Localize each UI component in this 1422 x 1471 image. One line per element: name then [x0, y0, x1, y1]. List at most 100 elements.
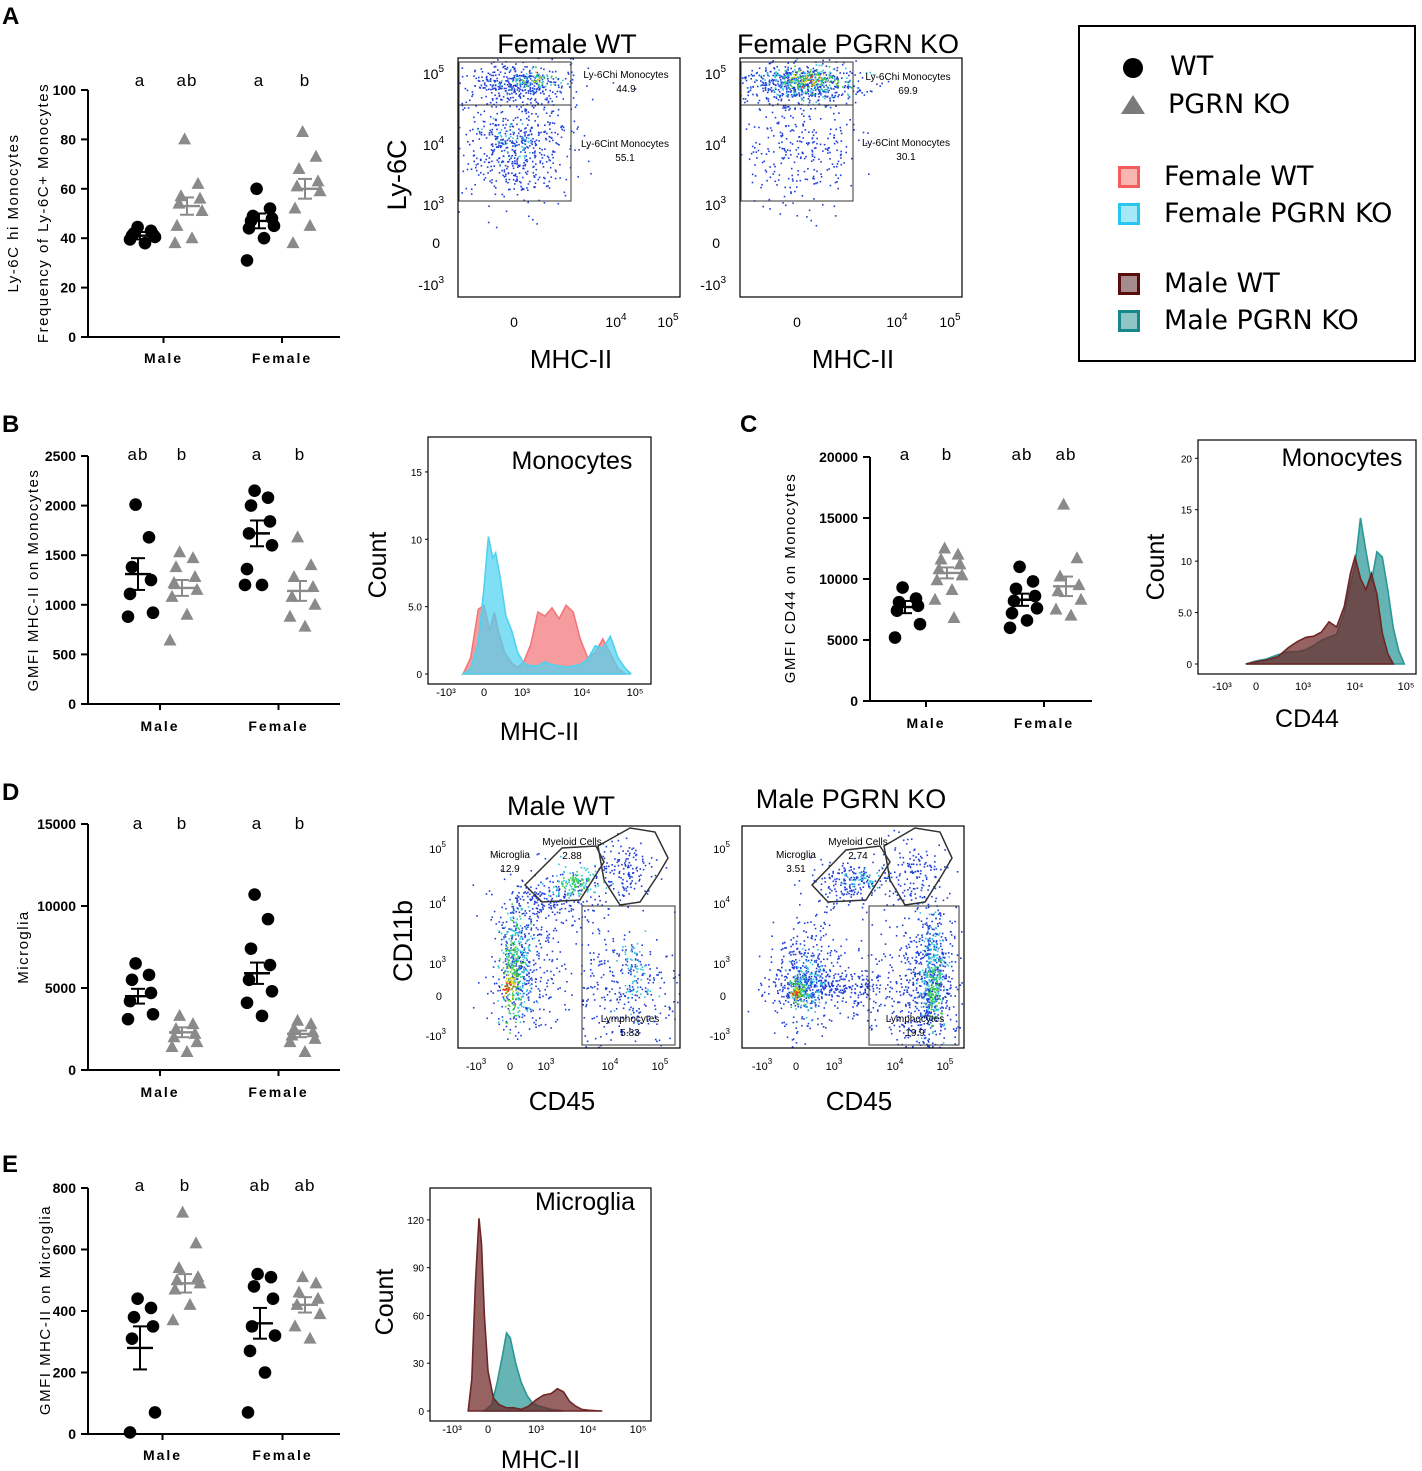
event-dot [785, 154, 787, 156]
event-dot [473, 160, 475, 163]
event-dot [785, 969, 787, 972]
y-tick-label: 600 [53, 1242, 77, 1258]
event-dot [504, 1005, 507, 1008]
event-dot [626, 964, 629, 967]
event-dot [779, 989, 781, 991]
event-dot [577, 881, 579, 883]
event-dot [545, 112, 548, 114]
event-dot [523, 992, 526, 995]
event-dot [498, 930, 500, 932]
event-dot [822, 59, 824, 62]
event-dot [803, 1018, 805, 1020]
event-dot [552, 929, 555, 932]
event-dot [773, 90, 776, 92]
event-dot [519, 976, 522, 978]
event-dot [611, 864, 613, 866]
event-dot [799, 76, 801, 79]
event-dot [778, 969, 780, 971]
event-dot [617, 891, 620, 894]
event-dot [822, 96, 825, 98]
event-dot [531, 1009, 533, 1011]
event-dot [538, 132, 540, 135]
event-dot [561, 903, 563, 905]
event-dot [540, 976, 542, 979]
event-dot [497, 59, 499, 61]
event-dot [570, 908, 573, 910]
event-dot [498, 81, 501, 83]
x-tick-label: 10⁴ [1347, 681, 1364, 693]
data-point-wt [247, 1280, 261, 1293]
data-point-wt [263, 958, 277, 972]
event-dot [516, 978, 519, 980]
event-dot [806, 70, 809, 72]
event-dot [747, 94, 749, 97]
event-dot [535, 907, 538, 909]
event-dot [621, 1017, 624, 1019]
event-dot [522, 188, 525, 190]
event-dot [812, 103, 815, 106]
event-dot [754, 79, 757, 81]
event-dot [628, 875, 630, 877]
event-dot [809, 995, 811, 997]
event-dot [865, 982, 867, 984]
event-dot [509, 125, 511, 128]
event-dot [840, 132, 843, 135]
event-dot [621, 1030, 623, 1032]
event-dot [495, 226, 498, 229]
event-dot [819, 180, 822, 183]
event-dot [489, 180, 491, 183]
event-dot [605, 943, 607, 946]
event-dot [574, 877, 576, 879]
event-dot [531, 983, 533, 985]
event-dot [866, 970, 868, 972]
event-dot [528, 932, 530, 935]
event-dot [814, 75, 816, 78]
event-dot [505, 907, 507, 910]
event-dot [522, 956, 524, 959]
event-dot [773, 1032, 776, 1034]
event-dot [744, 77, 747, 80]
event-dot [601, 996, 603, 999]
event-dot [782, 948, 784, 950]
event-dot [498, 157, 500, 160]
event-dot [756, 95, 759, 97]
event-dot [532, 152, 534, 154]
event-dot [806, 83, 809, 85]
event-dot [813, 981, 815, 983]
event-dot [826, 148, 829, 151]
event-dot [530, 141, 532, 144]
event-dot [795, 1042, 798, 1044]
event-dot [515, 927, 517, 930]
event-dot [634, 964, 637, 966]
event-dot [573, 901, 575, 903]
event-dot [517, 983, 519, 986]
event-dot [842, 86, 844, 88]
event-dot [764, 87, 767, 90]
event-dot [524, 983, 526, 985]
event-dot [577, 126, 579, 128]
event-dot [815, 970, 818, 973]
event-dot [608, 1021, 610, 1024]
event-dot [547, 100, 550, 103]
event-dot [539, 895, 541, 897]
event-dot [507, 172, 510, 174]
event-dot [531, 126, 533, 129]
facs-yticks: 105 104 103 0 -103 [426, 840, 447, 1043]
data-point-ko [285, 589, 299, 602]
event-dot [516, 973, 518, 975]
event-dot [780, 86, 783, 88]
event-dot [556, 143, 559, 145]
event-dot [794, 74, 797, 76]
event-dot [830, 909, 832, 911]
event-dot [851, 72, 853, 74]
event-dot [796, 980, 799, 982]
event-dot [532, 66, 535, 68]
event-dot [529, 984, 531, 987]
event-dot [806, 960, 808, 963]
event-dot [635, 991, 638, 993]
event-dot [472, 884, 475, 886]
event-dot [587, 67, 590, 70]
event-dot [536, 950, 538, 953]
y-tick-label: 80 [60, 131, 76, 147]
event-dot [620, 970, 622, 972]
